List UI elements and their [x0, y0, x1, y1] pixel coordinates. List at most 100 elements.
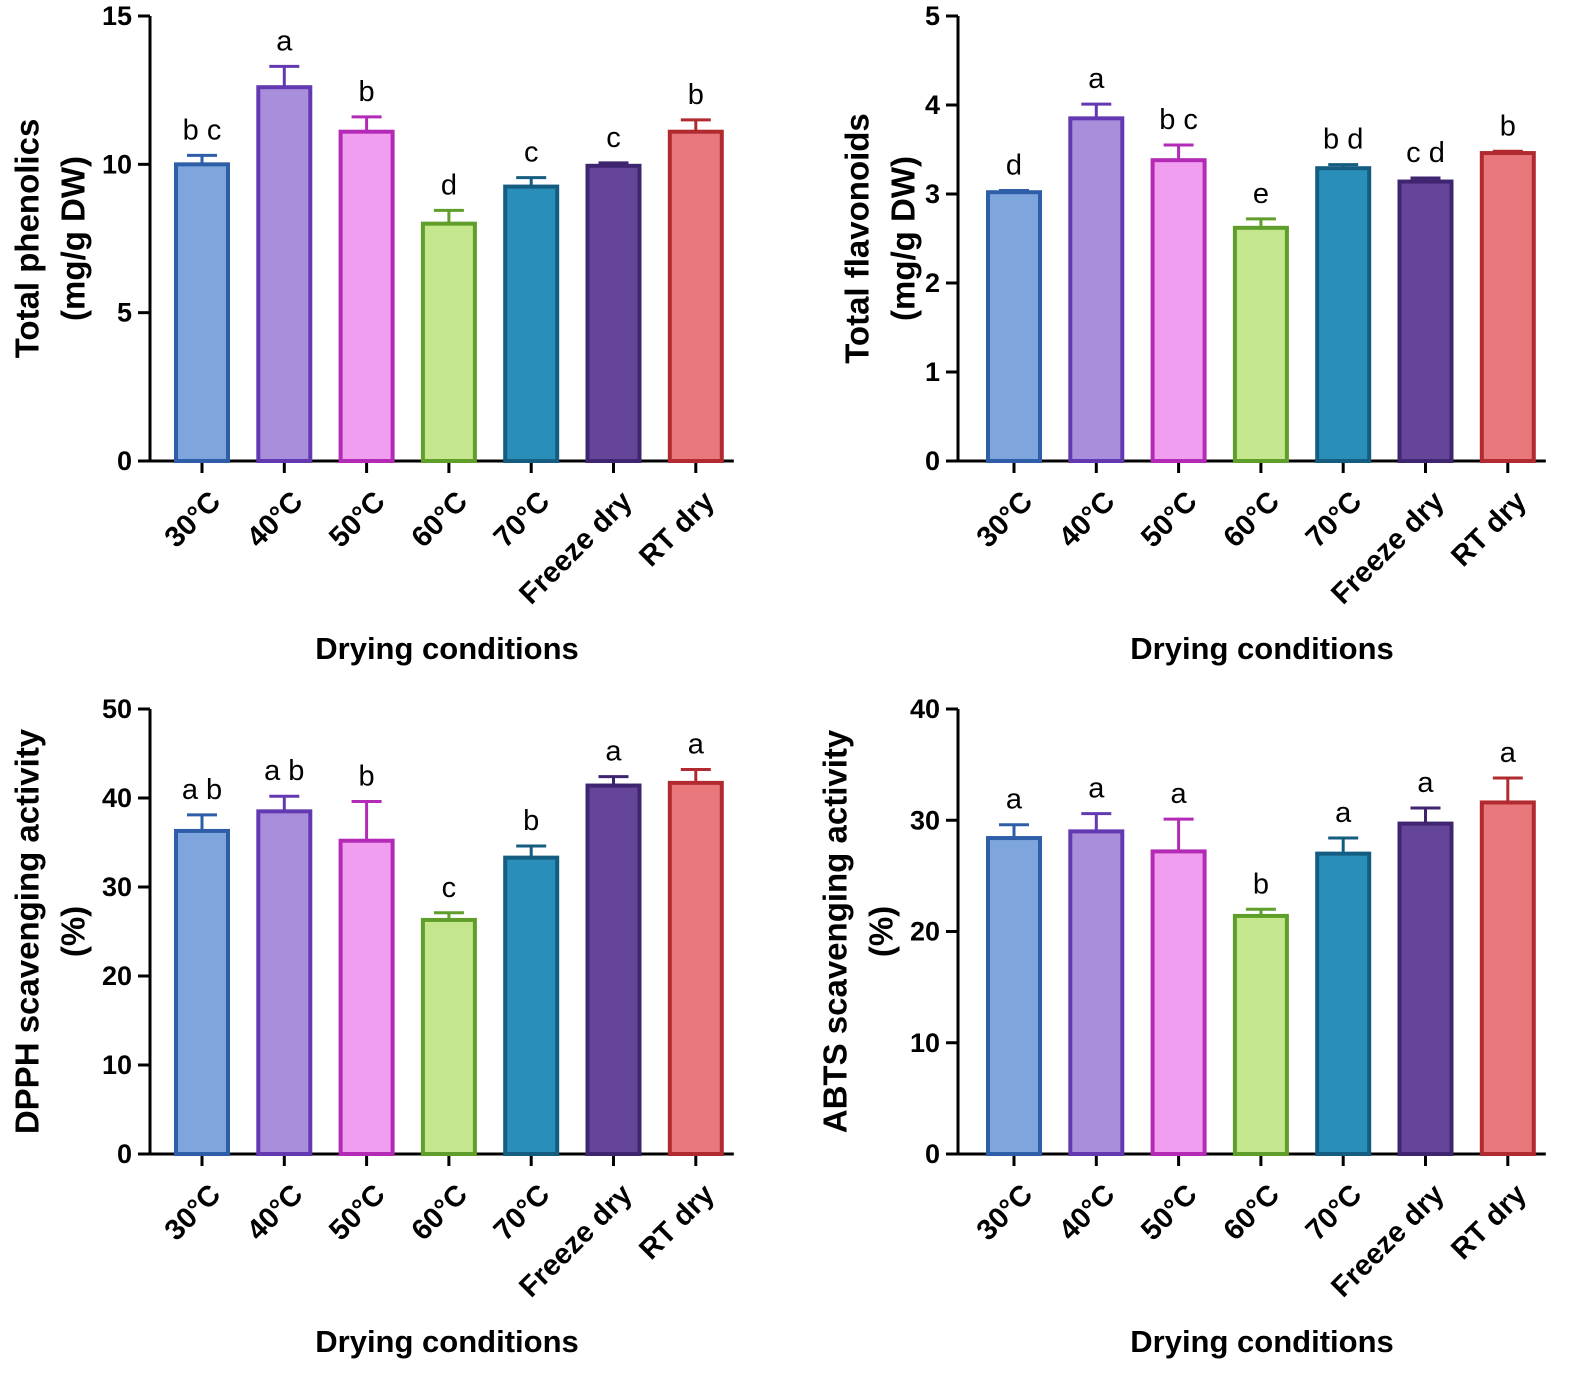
significance-label-rt-dry: b: [688, 79, 704, 111]
x-tick-label-50c: 50°C: [1135, 1178, 1203, 1246]
significance-label-freeze-dry: c: [606, 122, 621, 154]
x-tick-label-40c: 40°C: [1053, 485, 1121, 553]
x-tick-label-rt-dry: RT dry: [1445, 1178, 1533, 1266]
y-tick-label: 1: [925, 357, 940, 387]
y-axis-label: Total phenolics: [9, 119, 46, 359]
bar-50c: [1150, 158, 1207, 463]
y-tick-label: 40: [102, 783, 132, 813]
significance-label-rt-dry: a: [1500, 737, 1517, 769]
bar-40c: [256, 809, 313, 1156]
x-tick-label-rt-dry: RT dry: [633, 485, 721, 573]
significance-label-50c: b c: [1159, 104, 1198, 136]
significance-label-40c: a b: [264, 755, 304, 787]
significance-label-30c: a: [1006, 784, 1023, 816]
y-axis-label: Total flavonoids: [839, 113, 876, 364]
bar-30c: [174, 162, 230, 463]
bar-freeze-dry: [585, 163, 642, 463]
significance-label-60c: d: [441, 169, 457, 201]
significance-label-50c: b: [359, 76, 375, 108]
x-tick-label-30c: 30°C: [971, 485, 1039, 553]
bar-40c: [1068, 116, 1125, 463]
x-tick-label-70c: 70°C: [1300, 485, 1368, 553]
x-axis-label: Drying conditions: [1130, 631, 1394, 666]
y-tick-label: 10: [102, 1050, 132, 1080]
y-tick-label: 3: [925, 179, 940, 209]
bar-freeze-dry: [1397, 821, 1454, 1157]
bar-50c: [338, 838, 395, 1156]
y-axis-label: (%): [863, 906, 900, 957]
y-tick-label: 10: [910, 1028, 940, 1058]
significance-label-freeze-dry: c d: [1406, 137, 1445, 169]
y-tick-label: 50: [102, 694, 132, 724]
significance-label-40c: a: [1088, 63, 1105, 95]
x-tick-label-50c: 50°C: [323, 485, 391, 553]
bar-60c: [420, 917, 477, 1156]
y-axis-label: (%): [55, 906, 92, 957]
y-axis-label: ABTS scavenging activity: [817, 729, 854, 1133]
significance-label-freeze-dry: a: [1417, 767, 1434, 799]
significance-label-70c: b d: [1323, 124, 1363, 156]
y-tick-label: 30: [910, 805, 940, 835]
y-axis-label: DPPH scavenging activity: [9, 728, 46, 1134]
significance-label-60c: b: [1253, 868, 1269, 900]
x-tick-label-40c: 40°C: [241, 1178, 309, 1246]
x-tick-label-70c: 70°C: [488, 485, 556, 553]
bar-60c: [1232, 913, 1289, 1156]
y-tick-label: 5: [925, 1, 940, 31]
bar-rt-dry: [1479, 800, 1536, 1156]
y-tick-label: 10: [102, 149, 132, 179]
y-tick-label: 4: [925, 90, 940, 120]
x-tick-label-60c: 60°C: [1218, 1178, 1286, 1246]
x-tick-label-rt-dry: RT dry: [633, 1178, 721, 1266]
panel-dpph-scavenging: 0 10 20 30 40 50 DPPH scavenging activity (%) a …: [9, 694, 734, 1359]
y-axis-label: (mg/g DW): [55, 156, 92, 321]
y-tick-label: 20: [910, 917, 940, 947]
bar-30c: [986, 190, 1042, 463]
bar-freeze-dry: [1397, 179, 1454, 463]
x-tick-label-60c: 60°C: [1218, 485, 1286, 553]
bar-30c: [986, 836, 1042, 1156]
significance-label-rt-dry: a: [688, 729, 705, 761]
x-tick-label-30c: 30°C: [159, 485, 227, 553]
panel-abts-scavenging: 0 10 20 30 40 ABTS scavenging activity (%) a 30°…: [817, 694, 1546, 1359]
bar-40c: [1068, 829, 1125, 1156]
y-tick-label: 20: [102, 961, 132, 991]
bar-rt-dry: [1479, 151, 1536, 463]
x-axis-label: Drying conditions: [315, 1324, 579, 1359]
significance-label-70c: a: [1335, 797, 1352, 829]
bar-50c: [1150, 849, 1207, 1157]
y-tick-label: 5: [117, 298, 132, 328]
significance-label-30c: b c: [183, 114, 222, 146]
y-tick-label: 40: [910, 694, 940, 724]
y-axis-label: (mg/g DW): [885, 156, 922, 321]
significance-label-freeze-dry: a: [605, 736, 622, 768]
x-tick-label-rt-dry: RT dry: [1445, 485, 1533, 573]
y-tick-label: 15: [102, 1, 132, 31]
bar-70c: [503, 184, 560, 463]
y-tick-label: 0: [117, 446, 132, 476]
y-tick-label: 0: [117, 1139, 132, 1169]
bar-rt-dry: [667, 129, 724, 463]
bar-freeze-dry: [585, 783, 642, 1156]
x-tick-label-50c: 50°C: [323, 1178, 391, 1246]
significance-label-50c: a: [1171, 778, 1188, 810]
significance-label-rt-dry: b: [1500, 110, 1516, 142]
bar-70c: [1315, 166, 1372, 463]
x-tick-label-70c: 70°C: [488, 1178, 556, 1246]
y-tick-label: 30: [102, 872, 132, 902]
x-tick-label-40c: 40°C: [241, 485, 309, 553]
x-tick-label-30c: 30°C: [159, 1178, 227, 1246]
panel-total-phenolics: 0 5 10 15 Total phenolics (mg/g DW) b c 30°C a 40…: [9, 1, 734, 666]
bar-70c: [1315, 851, 1372, 1156]
bar-60c: [1232, 225, 1289, 463]
bar-30c: [174, 828, 230, 1156]
y-tick-label: 0: [925, 1139, 940, 1169]
significance-label-30c: d: [1006, 149, 1022, 181]
significance-label-70c: b: [523, 805, 539, 837]
bar-50c: [338, 129, 395, 463]
x-tick-label-40c: 40°C: [1053, 1178, 1121, 1246]
bar-60c: [420, 221, 477, 463]
significance-label-30c: a b: [182, 774, 222, 806]
panel-total-flavonoids: 0 1 2 3 4 5 Total flavonoids (mg/g DW) d 30°C a 40°…: [839, 1, 1546, 666]
